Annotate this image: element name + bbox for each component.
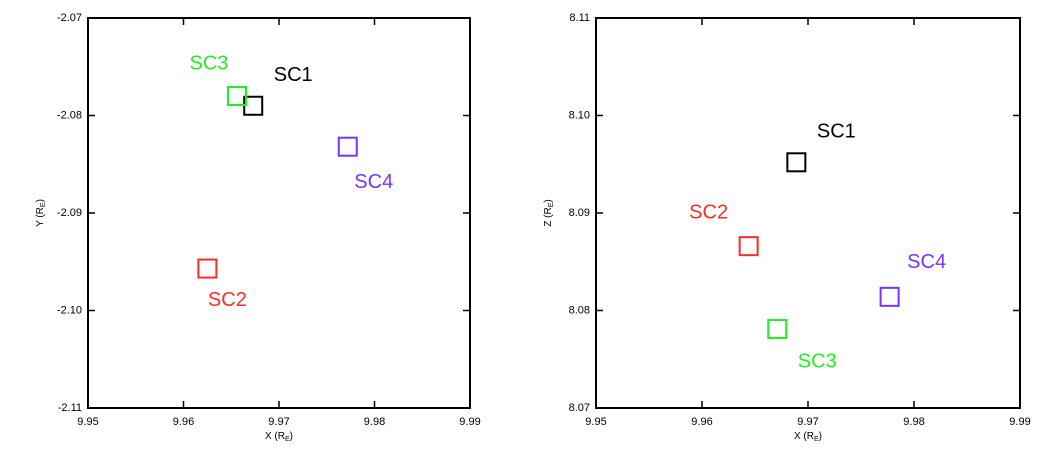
x-tick-label: 9.97: [797, 416, 818, 428]
y-tick-label: 8.11: [569, 12, 590, 24]
y-axis-label-part: Z (R: [543, 207, 554, 226]
x-tick-label: 9.96: [691, 416, 712, 428]
y-axis-label-part: E: [40, 202, 47, 207]
y-tick-label: -2.09: [57, 207, 82, 219]
plot: 9.95 9.96 9.97 9.98 9.99 8.07 8.08 8.09 8.10 8.11…: [543, 12, 1031, 443]
y-tick-label: -2.10: [57, 304, 82, 316]
x-tick-label: 9.97: [268, 416, 289, 428]
y-axis-label-part: ): [543, 199, 554, 202]
point-marker: [197, 258, 218, 279]
x-axis-label-part: E: [285, 436, 290, 443]
x-axis-label: X (RE): [265, 431, 293, 443]
x-axis-label-part: ): [290, 431, 293, 442]
point-label: SC2: [208, 289, 247, 311]
point-marker: [767, 319, 788, 340]
y-tick-label: -2.11: [58, 402, 82, 414]
y-axis-label: Y (RE): [35, 199, 47, 227]
point-label: SC4: [907, 251, 946, 273]
y-axis-label-part: Y (R: [35, 207, 46, 227]
point-marker: [786, 152, 807, 173]
x-tick-label: 9.95: [585, 416, 606, 428]
x-axis-label-part: E: [814, 436, 819, 443]
y-axis-label-part: E: [548, 202, 555, 207]
y-tick-label: 8.10: [569, 109, 590, 121]
x-tick-label: 9.95: [77, 416, 98, 428]
y-tick-label: 8.08: [569, 304, 590, 316]
x-tick-label: 9.99: [1009, 416, 1030, 428]
y-tick-label: 8.09: [569, 207, 590, 219]
x-axis-label-part: ): [819, 431, 822, 442]
x-tick-label: 9.98: [364, 416, 385, 428]
point-marker: [226, 86, 247, 106]
point-marker: [337, 136, 358, 157]
x-axis-label: X (RE): [794, 431, 822, 443]
point-marker: [879, 286, 900, 307]
point-label: SC3: [798, 350, 837, 372]
x-axis-label-part: X (R: [265, 431, 285, 442]
point-label: SC1: [817, 121, 856, 143]
x-tick-label: 9.98: [903, 416, 924, 428]
x-axis-label-part: X (R: [794, 431, 814, 442]
y-axis-label: Z (RE): [543, 199, 555, 226]
x-tick-label: 9.96: [173, 416, 194, 428]
point-label: SC1: [274, 64, 313, 86]
point-marker: [738, 236, 759, 257]
plot: 9.95 9.96 9.97 9.98 9.99 -2.11 -2.10 -2.09 -2.08…: [35, 12, 481, 443]
point-label: SC3: [190, 52, 229, 74]
y-tick-label: 8.07: [569, 402, 590, 414]
y-axis-label-part: ): [35, 199, 46, 202]
point-label: SC4: [354, 171, 393, 193]
y-tick-label: -2.07: [57, 12, 82, 24]
y-tick-label: -2.08: [57, 109, 82, 121]
x-tick-label: 9.99: [459, 416, 480, 428]
point-label: SC2: [689, 201, 728, 223]
